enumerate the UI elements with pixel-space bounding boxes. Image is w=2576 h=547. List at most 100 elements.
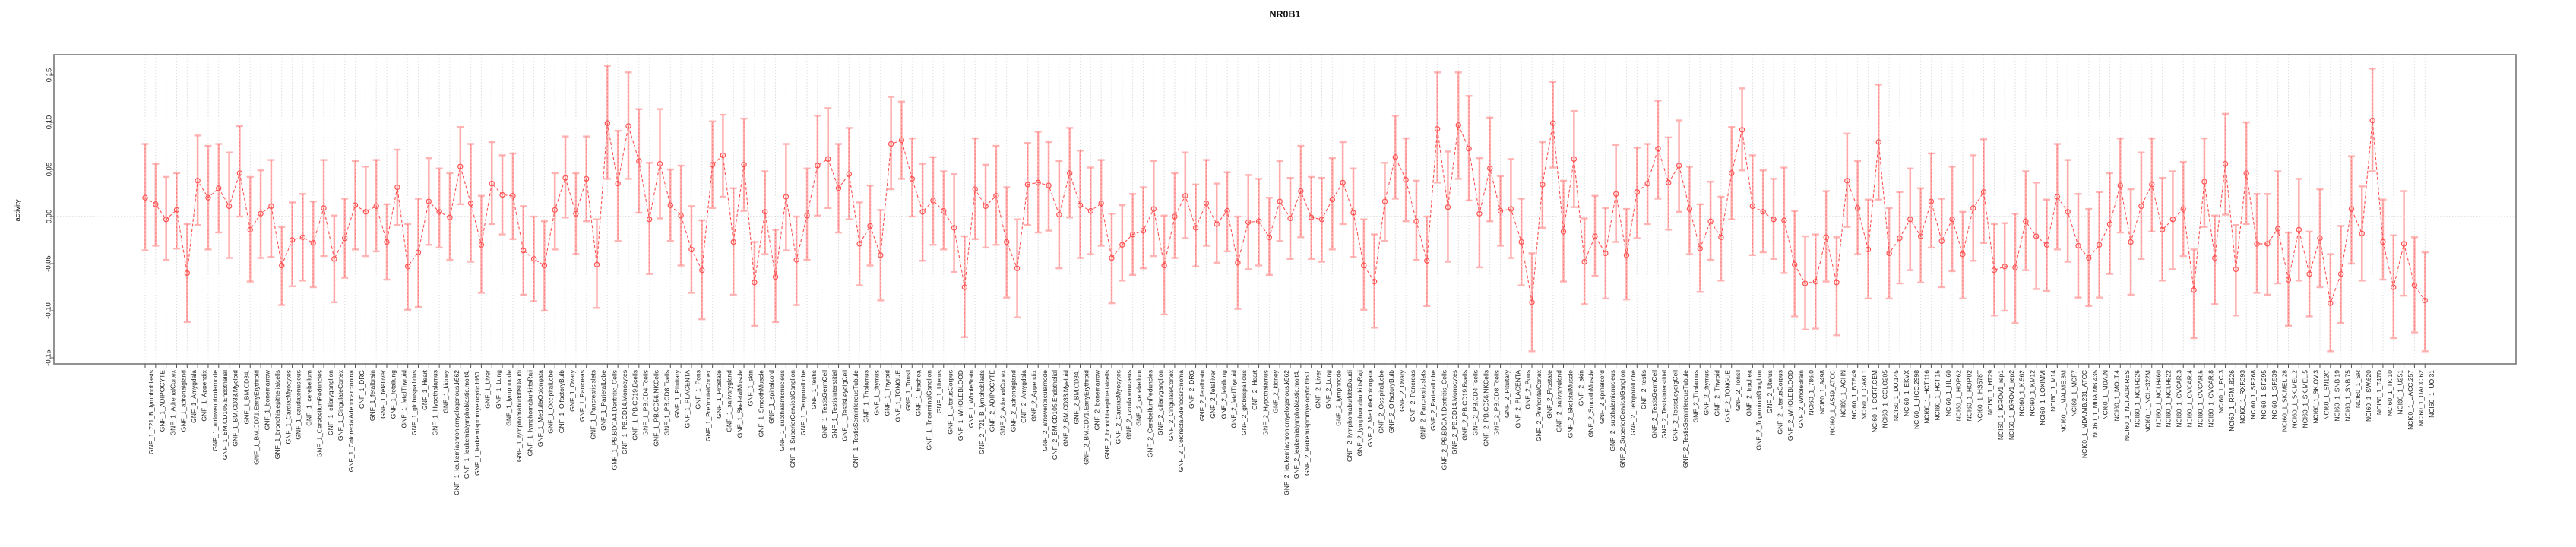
data-point xyxy=(573,210,579,217)
data-point xyxy=(2033,233,2040,239)
x-axis-label: GNF_2_Tonsil xyxy=(1734,370,1742,411)
x-axis-label: GNF_1_leukemiachronicmyelogenous.k562 xyxy=(452,370,460,495)
data-point xyxy=(1287,215,1293,222)
x-axis-label: GNF_2_skin xyxy=(1576,370,1584,406)
x-axis-label: NCI60_1_UACC.257 xyxy=(2407,370,2415,430)
x-axis-label: GNF_2_Prostate xyxy=(1545,370,1553,419)
data-point xyxy=(2296,226,2302,233)
x-axis-label: GNF_1_BM.CD34. xyxy=(242,370,250,425)
x-axis-label: GNF_2_DRG xyxy=(1188,370,1196,409)
data-point xyxy=(1340,179,1346,186)
x-axis-label: GNF_1_Hypothalamus xyxy=(431,370,439,436)
data-point xyxy=(2243,170,2249,176)
x-axis-label: NCI60_1_SK.MEL.5 xyxy=(2301,370,2309,428)
data-point xyxy=(646,217,653,223)
x-axis-label: NCI60_1_LOXIMVI xyxy=(2039,370,2047,425)
data-point xyxy=(1875,139,1881,145)
data-point xyxy=(888,141,894,147)
x-axis-label: GNF_2_MedullaOblongata xyxy=(1366,370,1375,447)
x-axis-label: GNF_2_TestisInterstitial xyxy=(1660,370,1669,439)
data-point xyxy=(1140,227,1147,234)
x-axis-label: NCI60_1_COLO205 xyxy=(1881,370,1889,428)
data-point xyxy=(499,191,505,198)
data-point xyxy=(1172,213,1178,220)
data-point xyxy=(1991,267,1998,274)
data-point xyxy=(195,178,201,184)
data-point xyxy=(1266,234,1273,240)
data-point xyxy=(2117,182,2123,188)
data-point xyxy=(1235,260,1241,266)
data-point xyxy=(1518,239,1524,245)
x-axis-label: NCI60_1_EKVX xyxy=(1902,370,1910,416)
data-point xyxy=(2180,206,2186,212)
x-axis-label: GNF_2_Amygdala xyxy=(1020,370,1028,423)
x-axis-label: GNF_1_CingulateCortex xyxy=(337,370,345,441)
data-point xyxy=(1214,221,1220,227)
data-point xyxy=(1612,191,1619,197)
data-point xyxy=(1046,182,1052,188)
data-point xyxy=(1823,234,1829,240)
data-point xyxy=(1403,176,1409,183)
x-axis-label: GNF_2_kidney xyxy=(1271,370,1280,413)
data-point xyxy=(1298,188,1304,194)
x-axis-label: GNF_1_PB.CD4.Tcells xyxy=(641,370,650,436)
x-axis-label: GNF_2_ParietalLobe xyxy=(1429,370,1438,431)
x-axis-label: NCI60_1_SF.295 xyxy=(2259,370,2267,419)
x-axis-label: GNF_1_Thyroid xyxy=(883,370,891,416)
y-axis-label: 0.10 xyxy=(45,115,53,130)
data-point xyxy=(2233,266,2239,273)
data-point xyxy=(699,267,705,274)
data-point xyxy=(1907,217,1913,223)
data-point xyxy=(2380,239,2386,245)
x-axis-label: GNF_1_leukemialymphoblastic.molt4. xyxy=(463,370,471,479)
x-axis-label: NCI60_1_HS578T xyxy=(1976,370,1984,423)
data-point xyxy=(247,226,253,233)
x-axis-label: GNF_1_Uterus xyxy=(935,370,944,414)
data-point xyxy=(1886,250,1892,257)
x-axis-label: NCI60_1_SK.OV.3 xyxy=(2312,370,2320,424)
x-axis-label: GNF_1_lymphomaburkittsRaji xyxy=(526,370,534,457)
data-point xyxy=(919,209,926,215)
x-axis-label: GNF_1_testis xyxy=(809,370,818,409)
x-axis-label: GNF_1_Appendix xyxy=(200,370,208,422)
x-axis-label: GNF_1_PB.CD8.Tcells xyxy=(662,370,670,436)
data-point xyxy=(1466,146,1472,152)
x-axis-label: NCI60_1_SNB.19 xyxy=(2333,370,2341,422)
data-point xyxy=(1424,258,1430,264)
data-point xyxy=(2306,270,2312,277)
x-axis-label: NCI60_1_U251 xyxy=(2396,370,2404,415)
x-axis-label: NCI60_1_786.0 xyxy=(1808,370,1816,416)
x-axis-label: GNF_1_WHOLEBLOOD xyxy=(957,370,965,441)
x-axis-label: NCI60_1_MDA.MB.231_ATCC xyxy=(2081,370,2089,459)
x-axis-label: NCI60_1_HCT.116 xyxy=(1923,370,1932,424)
x-axis-label: GNF_1_CerebellumPeduncles xyxy=(315,370,324,458)
x-axis-label: GNF_1_thymus xyxy=(872,370,881,416)
x-axis-label: GNF_1_fetalThyroid xyxy=(400,370,408,428)
x-axis-label: NCI60_1_HOP.92 xyxy=(1965,370,1973,422)
data-point xyxy=(1802,280,1809,286)
data-point xyxy=(1277,198,1283,204)
x-axis-label: GNF_2_PrefrontalCortex xyxy=(1534,370,1543,442)
x-axis-label: GNF_2_BM.CD71.EarlyErythroid xyxy=(1083,370,1091,465)
x-axis-label: GNF_1_UterusCorpus xyxy=(946,370,954,435)
data-point xyxy=(1666,179,1672,186)
x-axis-label: NCI60_1_CCRF.CEM xyxy=(1870,370,1878,433)
x-axis-label: NCI60_1_ACHN xyxy=(1839,370,1847,418)
x-axis-label: NCI60_1_IGROV1_rep1 xyxy=(1996,370,2005,441)
data-point xyxy=(835,185,842,191)
data-point xyxy=(394,184,400,191)
data-point xyxy=(216,185,222,191)
data-point xyxy=(909,175,915,182)
data-point xyxy=(1644,180,1650,187)
x-axis-label: GNF_1_BM.CD71.EarlyErythroid xyxy=(252,370,261,465)
x-axis-label: GNF_2_CerebellumPeduncles xyxy=(1145,370,1154,458)
x-axis-label: GNF_2_Ovary xyxy=(1397,370,1406,412)
x-axis-label: GNF_2_Thalamus xyxy=(1691,370,1700,423)
data-point xyxy=(2128,239,2134,245)
x-axis-label: GNF_1_globuspallidus xyxy=(410,370,419,435)
data-point xyxy=(2328,300,2334,306)
data-point xyxy=(1182,193,1188,199)
x-axis-label: GNF_1_PB.CD19.Bcells xyxy=(631,370,639,441)
x-axis-label: GNF_2_cerebellum xyxy=(1135,370,1144,426)
